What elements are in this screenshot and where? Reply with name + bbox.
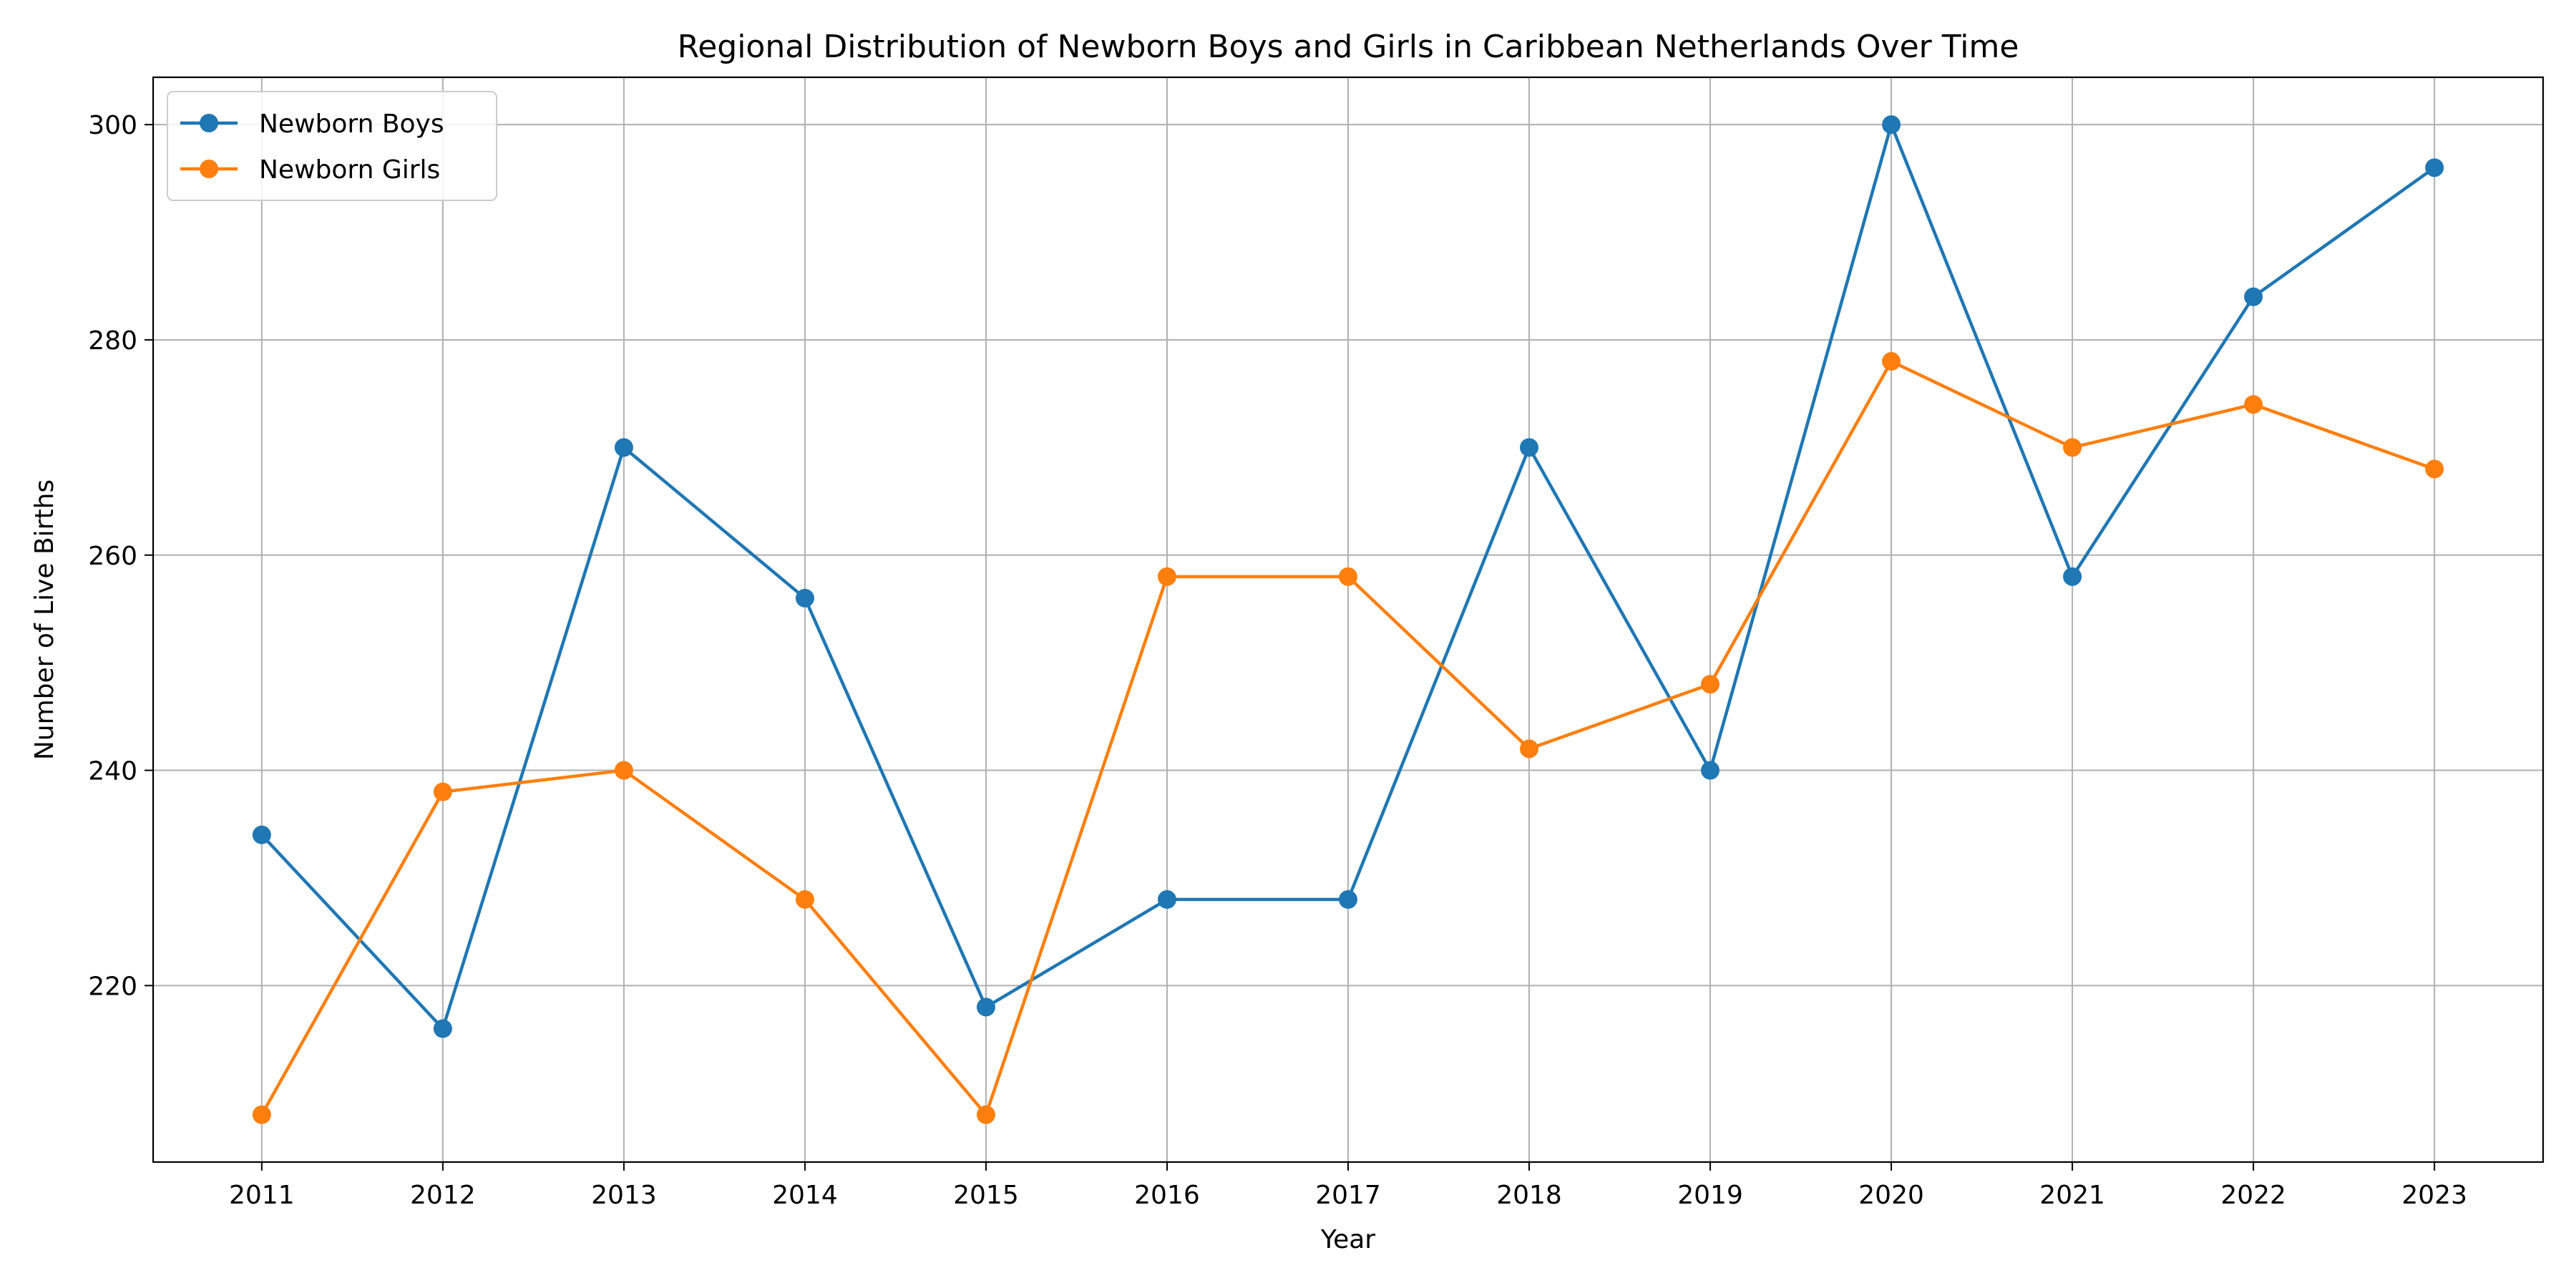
- x-tick-label: 2017: [1315, 1181, 1381, 1210]
- data-point: [2063, 567, 2082, 586]
- data-point: [433, 782, 452, 801]
- data-point: [614, 438, 633, 457]
- series-newborn-girls: [252, 352, 2444, 1124]
- data-point: [1701, 675, 1720, 694]
- y-tick-label: 280: [88, 326, 137, 356]
- x-tick-label: 2016: [1134, 1181, 1200, 1210]
- x-tick-label: 2022: [2220, 1181, 2286, 1210]
- data-point: [795, 588, 814, 608]
- data-point: [1882, 115, 1901, 135]
- data-point: [1157, 890, 1176, 909]
- data-point: [1339, 890, 1357, 909]
- legend-item: Newborn Boys: [180, 109, 444, 139]
- data-point: [252, 825, 271, 844]
- data-point: [2244, 395, 2263, 414]
- legend-swatch-marker: [200, 160, 218, 178]
- y-tick-label: 300: [88, 111, 137, 140]
- x-tick-label: 2012: [410, 1181, 476, 1210]
- series-newborn-boys: [252, 115, 2444, 1038]
- x-tick-label: 2020: [1858, 1181, 1924, 1210]
- y-tick-label: 240: [88, 757, 137, 786]
- data-point: [2425, 459, 2444, 479]
- x-axis-label: Year: [1320, 1225, 1375, 1254]
- data-point: [1882, 352, 1901, 371]
- data-point: [2425, 158, 2444, 177]
- x-tick-label: 2015: [953, 1181, 1019, 1210]
- chart-title: Regional Distribution of Newborn Boys an…: [678, 29, 2019, 65]
- legend-label: Newborn Boys: [259, 109, 444, 139]
- data-point: [1339, 567, 1357, 586]
- x-axis: 2011 2012 2013 2014 2015 2016 2017 2018 2019 2020…: [229, 1162, 2467, 1210]
- legend-box: [167, 91, 497, 201]
- legend: Newborn Boys Newborn Girls: [167, 91, 497, 201]
- x-tick-label: 2019: [1677, 1181, 1743, 1210]
- data-point: [1701, 761, 1720, 780]
- data-point: [614, 761, 633, 780]
- x-tick-label: 2018: [1496, 1181, 1562, 1210]
- data-point: [2063, 438, 2082, 457]
- y-axis-label: Number of Live Births: [30, 479, 59, 760]
- grid: [153, 77, 2543, 1162]
- data-point: [2244, 287, 2263, 306]
- data-point: [1520, 438, 1539, 457]
- x-tick-label: 2023: [2401, 1181, 2467, 1210]
- x-tick-label: 2021: [2039, 1181, 2105, 1210]
- y-tick-label: 220: [88, 972, 137, 1001]
- x-tick-label: 2014: [772, 1181, 838, 1210]
- y-tick-label: 260: [88, 542, 137, 571]
- data-point: [795, 890, 814, 909]
- data-point: [433, 1019, 452, 1038]
- legend-label: Newborn Girls: [259, 155, 440, 185]
- legend-swatch-marker: [200, 114, 218, 132]
- series: [252, 115, 2444, 1124]
- data-point: [1157, 567, 1176, 586]
- data-point: [1520, 739, 1539, 758]
- y-axis: 220 240 260 280 300: [88, 111, 153, 1001]
- x-tick-label: 2013: [591, 1181, 657, 1210]
- data-point: [252, 1105, 271, 1124]
- data-point: [976, 1105, 995, 1124]
- x-tick-label: 2011: [229, 1181, 295, 1210]
- data-point: [976, 997, 995, 1017]
- legend-item: Newborn Girls: [180, 155, 440, 185]
